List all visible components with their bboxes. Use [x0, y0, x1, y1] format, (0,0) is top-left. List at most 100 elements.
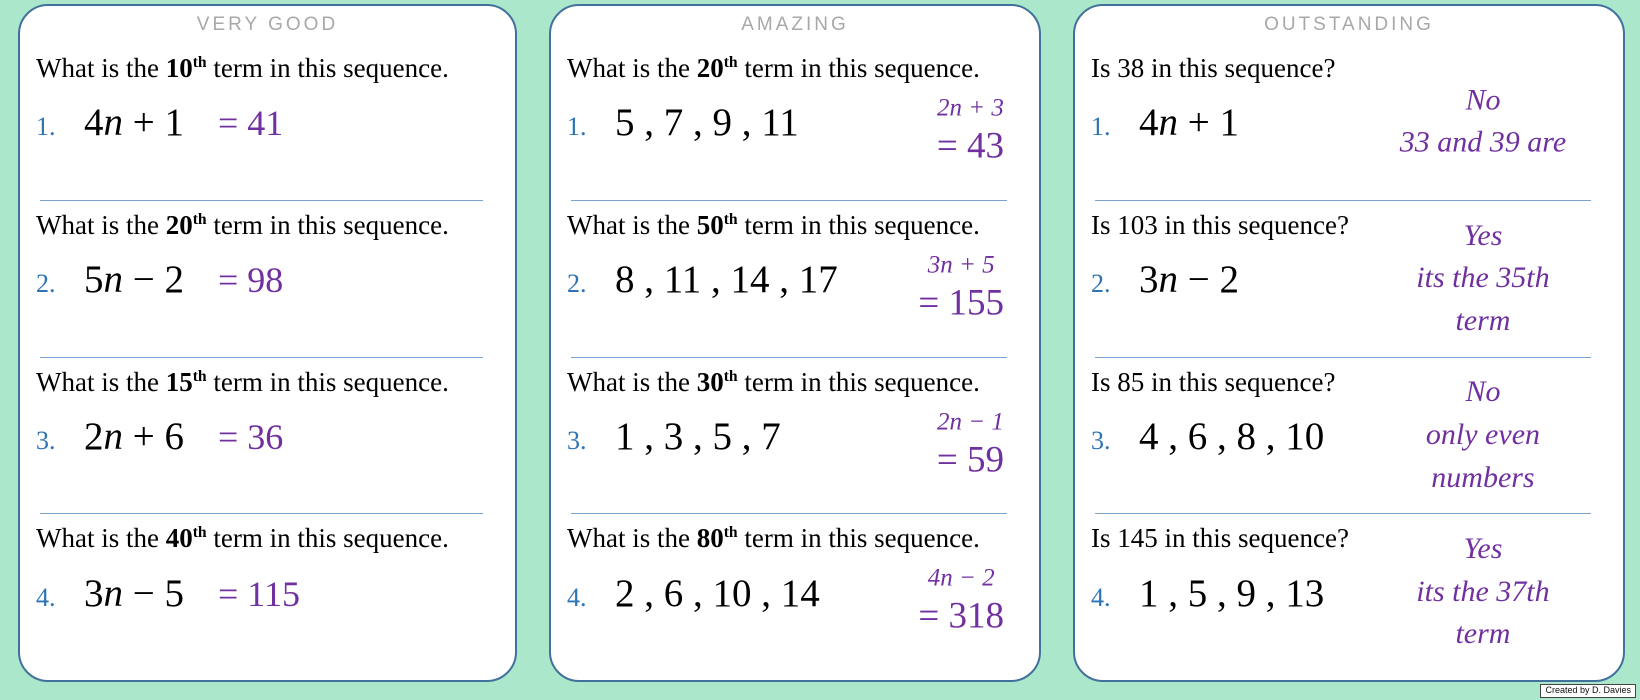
question-row: 1. 4n + 1 = 41 — [36, 100, 505, 145]
sequence-terms: 2 , 6 , 10 , 14 — [615, 571, 820, 615]
answer: 2n − 1 = 59 — [937, 408, 1004, 481]
card-title: AMAZING — [741, 14, 849, 35]
answer-value: = 59 — [936, 439, 1004, 481]
answer-nth-term-rule: 4n − 2 — [927, 564, 995, 592]
question-number: 1. — [1091, 112, 1111, 142]
question-block: What is the 30th term in this sequence. … — [551, 358, 1039, 514]
divider — [571, 356, 1007, 358]
answer-nth-term-rule: 2n − 1 — [937, 408, 1004, 436]
answer-line: term — [1455, 617, 1511, 651]
question-block: What is the 50th term in this sequence. … — [551, 201, 1039, 357]
question-number: 2. — [36, 269, 56, 299]
card-outstanding: OUTSTANDING Is 38 in this sequence? 1. 4… — [1073, 4, 1625, 682]
question-prompt: Is 38 in this sequence? — [1091, 53, 1336, 83]
answer-value: = 155 — [918, 282, 1004, 324]
sequence-terms: 5 , 7 , 9 , 11 — [615, 101, 799, 145]
answer-line: Yes — [1463, 218, 1503, 252]
answer-line: only even — [1425, 418, 1541, 452]
question-row: 3. 2n + 6 = 36 — [36, 414, 505, 459]
question-prompt: What is the 20th term in this sequence. — [36, 209, 449, 240]
question-block: What is the 80th term in this sequence. … — [551, 514, 1039, 670]
question-row: 1. 4n + 1 — [1091, 100, 1613, 145]
answer-line: its the 37th — [1416, 574, 1550, 608]
nth-term-expression: 4n + 1 — [1139, 101, 1239, 145]
question-row: 4. 3n − 5 = 115 — [36, 571, 505, 616]
question-number: 3. — [36, 425, 56, 455]
divider — [1095, 513, 1591, 515]
question-row: 4. 2 , 6 , 10 , 14 — [567, 571, 1029, 616]
question-number: 1. — [36, 112, 56, 142]
question-number: 2. — [567, 269, 587, 299]
nth-term-expression: 5n − 2 — [84, 258, 184, 302]
answer-line: No — [1465, 83, 1501, 117]
question-row: 2. 3n − 2 — [1091, 257, 1613, 302]
question-block: What is the 40th term in this sequence. … — [20, 514, 515, 670]
question-prompt: What is the 80th term in this sequence. — [567, 523, 980, 554]
question-block: Is 85 in this sequence? 3. 4 , 6 , 8 , 1… — [1075, 358, 1623, 514]
question-prompt: Is 145 in this sequence? — [1091, 523, 1349, 554]
question-block: Is 145 in this sequence? 4. 1 , 5 , 9 , … — [1075, 514, 1623, 670]
question-block: What is the 20th term in this sequence. … — [20, 201, 515, 357]
prompt-bold-term: 80th — [696, 523, 738, 554]
prompt-bold-term: 20th — [696, 53, 738, 83]
answer: Yes its the 37th term — [1357, 528, 1609, 656]
nth-term-expression: 3n − 5 — [84, 571, 184, 615]
card-amazing: AMAZING What is the 20th term in this se… — [549, 4, 1041, 682]
sequence-terms: 8 , 11 , 14 , 17 — [615, 258, 838, 302]
question-prompt: What is the 20th term in this sequence. — [567, 53, 980, 83]
question-prompt: What is the 10th term in this sequence. — [36, 53, 449, 83]
sequence-terms: 4 , 6 , 8 , 10 — [1139, 414, 1325, 458]
question-number: 2. — [1091, 269, 1111, 299]
question-number: 4. — [567, 582, 587, 612]
question-row: 4. 1 , 5 , 9 , 13 — [1091, 571, 1613, 616]
answer: No 33 and 39 are — [1357, 79, 1609, 164]
question-row: 1. 5 , 7 , 9 , 11 — [567, 100, 1029, 145]
answer-line: 33 and 39 are — [1399, 125, 1567, 159]
answer-line: numbers — [1431, 460, 1535, 494]
answer: 3n + 5 = 155 — [918, 251, 1004, 324]
prompt-text: What is the — [36, 53, 166, 83]
prompt-bold-term: 50th — [696, 209, 738, 240]
question-number: 1. — [567, 112, 587, 142]
divider — [571, 199, 1007, 201]
nth-term-expression: 4n + 1 — [84, 101, 184, 145]
question-block: Is 103 in this sequence? 2. 3n − 2 Yes i… — [1075, 201, 1623, 357]
question-row: 2. 8 , 11 , 14 , 17 — [567, 257, 1029, 302]
question-number: 4. — [36, 582, 56, 612]
prompt-bold-term: 20th — [165, 209, 207, 240]
answer-nth-term-rule: 3n + 5 — [927, 251, 995, 279]
answer: No only even numbers — [1357, 371, 1609, 499]
answer: 4n − 2 = 318 — [918, 565, 1004, 638]
question-prompt: What is the 30th term in this sequence. — [567, 366, 980, 397]
answer: 2n + 3 = 43 — [937, 95, 1004, 168]
question-row: 2. 5n − 2 = 98 — [36, 257, 505, 302]
question-prompt: Is 85 in this sequence? — [1091, 366, 1336, 397]
question-block: Is 38 in this sequence? 1. 4n + 1 No 33 … — [1075, 44, 1623, 200]
nth-term-expression: 3n − 2 — [1139, 258, 1239, 302]
answer-value: = 98 — [218, 260, 284, 301]
divider — [1095, 356, 1591, 358]
question-row: 3. 1 , 3 , 5 , 7 — [567, 414, 1029, 459]
divider — [40, 199, 483, 201]
answer-value: = 36 — [218, 416, 284, 457]
answer: Yes its the 35th term — [1357, 215, 1609, 343]
sequence-terms: 1 , 5 , 9 , 13 — [1139, 571, 1325, 615]
question-block: What is the 15th term in this sequence. … — [20, 358, 515, 514]
answer-nth-term-rule: 2n + 3 — [937, 94, 1004, 122]
question-number: 3. — [1091, 425, 1111, 455]
question-number: 4. — [1091, 582, 1111, 612]
prompt-bold-term: 40th — [165, 523, 207, 554]
divider — [40, 513, 483, 515]
question-row: 3. 4 , 6 , 8 , 10 — [1091, 414, 1613, 459]
answer-line: No — [1465, 375, 1501, 409]
credit-label: Created by D. Davies — [1540, 684, 1636, 698]
answer-value: = 41 — [218, 103, 284, 144]
divider — [40, 356, 483, 358]
question-prompt: What is the 50th term in this sequence. — [567, 209, 980, 240]
answer-value: = 43 — [936, 125, 1004, 167]
card-title: VERY GOOD — [196, 14, 339, 35]
card-title: OUTSTANDING — [1264, 14, 1434, 35]
question-prompt: What is the 15th term in this sequence. — [36, 366, 449, 397]
prompt-bold-term: 30th — [696, 366, 738, 397]
answer-line: Yes — [1463, 532, 1503, 566]
